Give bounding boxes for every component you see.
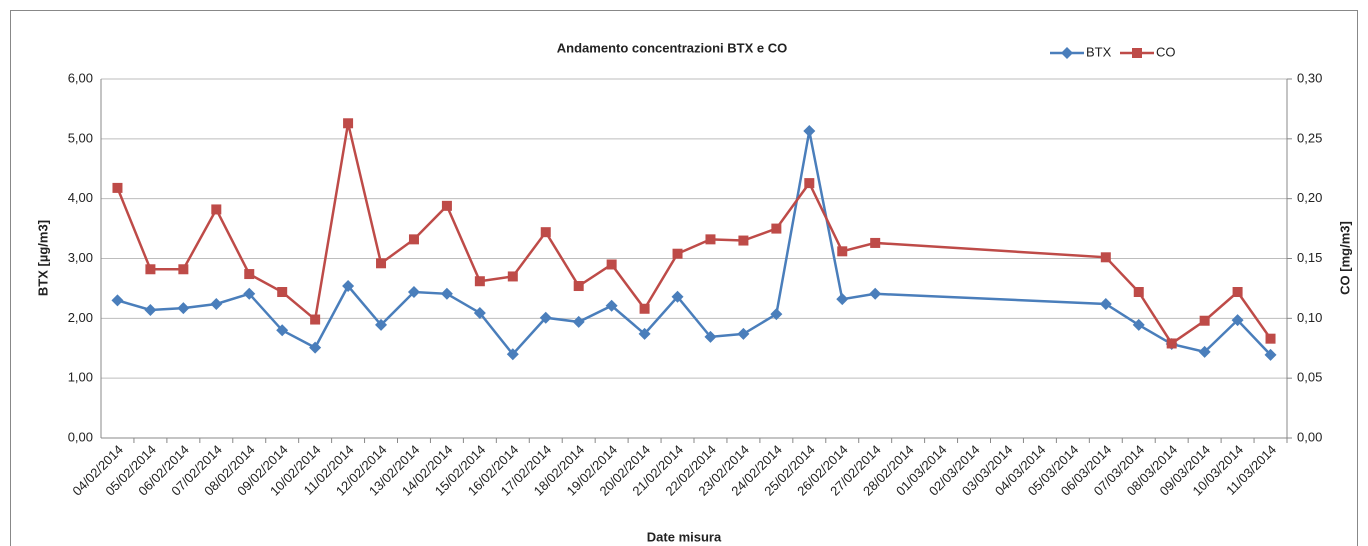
marker <box>407 286 420 299</box>
marker <box>277 287 288 298</box>
marker <box>639 303 650 314</box>
marker <box>375 318 388 331</box>
series-line <box>117 130 1272 357</box>
marker <box>803 125 816 138</box>
marker <box>310 314 321 325</box>
marker <box>1232 287 1243 298</box>
chart-border <box>10 10 1358 546</box>
series-line <box>116 122 1272 346</box>
marker <box>210 297 223 310</box>
marker <box>705 234 716 245</box>
marker <box>243 287 256 300</box>
y2-tick-label: 0,05 <box>1297 370 1322 385</box>
marker <box>1133 287 1144 298</box>
marker <box>474 276 485 287</box>
marker <box>1100 252 1111 263</box>
legend-marker <box>1132 48 1142 58</box>
marker <box>111 294 124 307</box>
marker <box>672 248 683 259</box>
marker <box>440 287 453 300</box>
marker <box>539 311 552 324</box>
marker <box>376 258 387 269</box>
marker <box>738 235 749 246</box>
marker <box>1199 315 1210 326</box>
y-tick-label: 1,00 <box>68 370 93 385</box>
y2-tick-label: 0,20 <box>1297 190 1322 205</box>
y2-axis-title: CO [mg/m3] <box>1337 221 1352 295</box>
marker <box>870 237 881 248</box>
marker <box>309 341 322 354</box>
marker <box>638 327 651 340</box>
marker <box>211 204 222 215</box>
marker <box>771 223 782 234</box>
y2-tick-label: 0,00 <box>1297 429 1322 444</box>
marker <box>1166 338 1177 349</box>
y-tick-label: 0,00 <box>68 429 93 444</box>
marker <box>506 348 519 361</box>
marker <box>144 303 157 316</box>
marker <box>704 330 717 343</box>
legend-label: CO <box>1156 44 1176 59</box>
marker <box>605 299 618 312</box>
marker <box>671 290 684 303</box>
y-tick-label: 2,00 <box>68 310 93 325</box>
marker <box>1265 333 1276 344</box>
legend-marker <box>1061 47 1073 59</box>
marker <box>178 264 189 275</box>
x-axis-title: Date misura <box>647 529 722 544</box>
marker <box>573 281 584 292</box>
marker <box>244 269 255 280</box>
marker <box>177 302 190 315</box>
y-tick-label: 5,00 <box>68 130 93 145</box>
marker <box>737 327 750 340</box>
marker <box>1198 345 1211 358</box>
marker <box>606 259 617 270</box>
marker <box>342 280 355 293</box>
marker <box>507 271 518 282</box>
y2-tick-label: 0,25 <box>1297 130 1322 145</box>
y2-tick-label: 0,10 <box>1297 310 1322 325</box>
marker <box>408 234 419 245</box>
marker <box>1231 314 1244 327</box>
marker <box>473 306 486 319</box>
y-tick-label: 3,00 <box>68 250 93 265</box>
y2-tick-label: 0,15 <box>1297 250 1322 265</box>
y-tick-label: 4,00 <box>68 190 93 205</box>
marker <box>441 200 452 211</box>
marker <box>770 308 783 321</box>
marker <box>1264 348 1277 361</box>
marker <box>1132 318 1145 331</box>
y2-tick-label: 0,30 <box>1297 70 1322 85</box>
marker <box>804 178 815 189</box>
y-axis-title: BTX [µg/m3] <box>35 220 50 296</box>
marker <box>276 324 289 337</box>
marker <box>836 293 849 306</box>
marker <box>540 227 551 238</box>
marker <box>572 315 585 328</box>
marker <box>1099 297 1112 310</box>
marker <box>837 246 848 257</box>
marker <box>343 118 354 129</box>
y-tick-label: 6,00 <box>68 70 93 85</box>
marker <box>112 182 123 193</box>
chart-title: Andamento concentrazioni BTX e CO <box>557 40 787 55</box>
legend-label: BTX <box>1086 44 1112 59</box>
marker <box>869 287 882 300</box>
marker <box>145 264 156 275</box>
